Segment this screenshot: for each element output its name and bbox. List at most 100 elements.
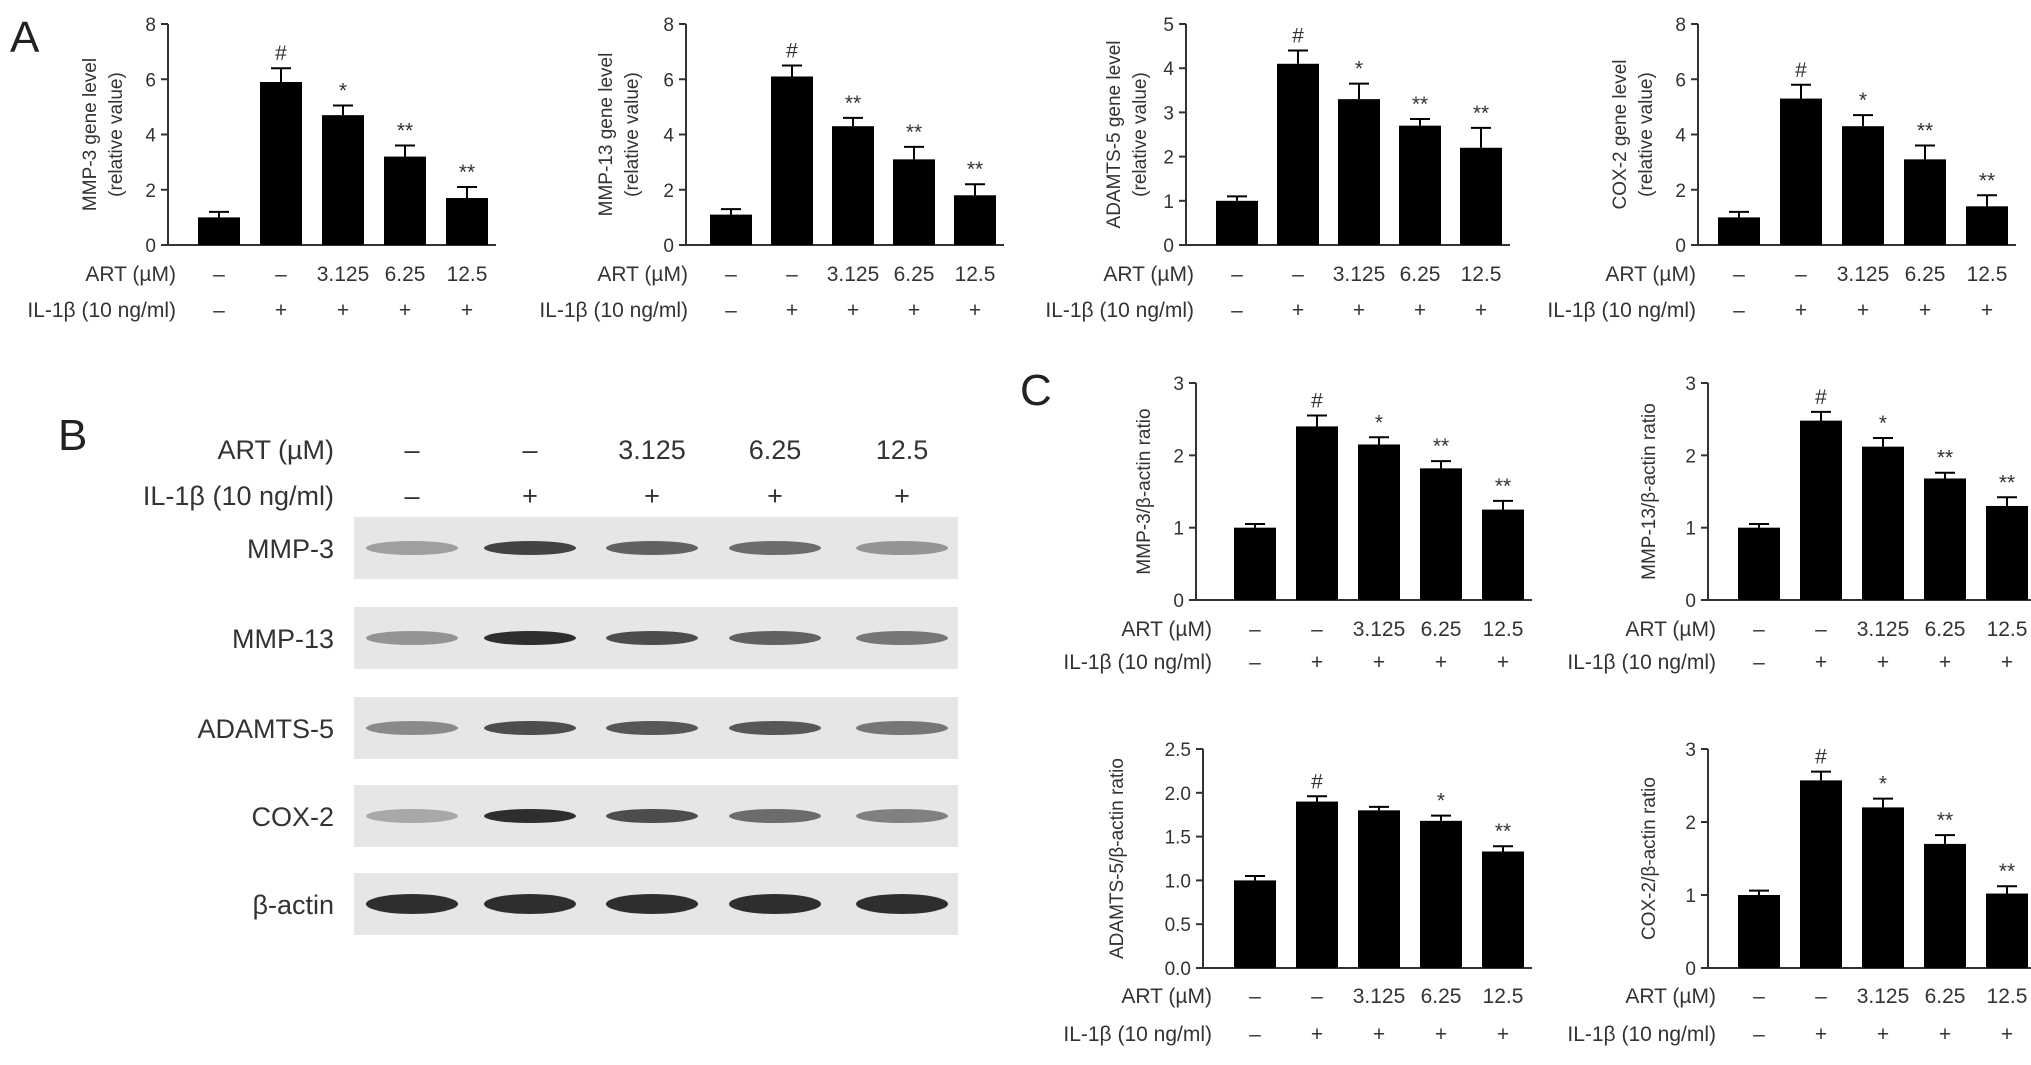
bar: [198, 217, 240, 245]
art-value-label: 6.25: [1925, 985, 1966, 1008]
art-value-label: –: [1753, 985, 1765, 1008]
il-row-label: IL-1β (10 ng/ml): [1045, 299, 1194, 322]
blot-band: [366, 541, 458, 555]
blot-row: MMP-13: [232, 607, 958, 669]
panel-letter-c: C: [1020, 366, 1052, 415]
y-tick-label: 1: [1163, 192, 1174, 213]
bar: [1780, 98, 1822, 246]
chart-7: 0.0 0.5 1.0 1.5 2.0 2.5 ADAMTS-5/β-actin ratio…: [1063, 740, 1532, 1046]
y-tick-label: 0: [663, 236, 674, 257]
chart-4: 0 2 4 6 8 COX-2 gene level (relative value) – – #…: [1547, 15, 2016, 322]
art-value-label: 6.25: [1400, 263, 1441, 286]
il-value-label: –: [213, 299, 225, 322]
blot-band: [606, 721, 698, 735]
bar: [1399, 125, 1441, 245]
art-value-label: –: [1795, 263, 1807, 286]
il-value-label: +: [1373, 1023, 1385, 1046]
art-value-label: 6.25: [1905, 263, 1946, 286]
bar: [1924, 843, 1966, 968]
blot-il-value: –: [404, 481, 419, 511]
blot-band: [606, 894, 698, 914]
significance-mark: *: [1879, 773, 1887, 796]
significance-mark: *: [339, 79, 347, 102]
significance-mark: **: [1979, 169, 1995, 192]
y-axis-label: COX-2/β-actin ratio: [1639, 777, 1660, 940]
blot-band: [366, 631, 458, 645]
y-axis-label: ADAMTS-5/β-actin ratio: [1107, 758, 1128, 959]
blot-art-value: –: [404, 435, 419, 465]
bar: [1216, 200, 1258, 245]
bar: [1358, 810, 1400, 968]
blot-row: COX-2: [251, 785, 958, 847]
y-tick-label: 0: [1685, 959, 1696, 980]
bar: [1738, 527, 1780, 600]
il-value-label: +: [1497, 651, 1509, 674]
blot-band: [366, 721, 458, 735]
significance-mark: **: [459, 161, 475, 184]
il-value-label: +: [1939, 651, 1951, 674]
bar: [1234, 880, 1276, 968]
significance-mark: **: [1917, 120, 1933, 143]
significance-mark: **: [1433, 435, 1449, 458]
y-tick-label: 2: [1173, 446, 1184, 467]
bar: [710, 214, 752, 245]
art-value-label: 6.25: [385, 263, 426, 286]
blot-band: [856, 809, 948, 823]
art-value-label: 3.125: [1857, 618, 1910, 641]
significance-mark: **: [1412, 93, 1428, 116]
art-row-label: ART (µM): [597, 263, 688, 286]
bar: [1234, 527, 1276, 600]
bar: [1420, 820, 1462, 968]
bar: [1277, 63, 1319, 245]
art-value-label: –: [1753, 618, 1765, 641]
significance-mark: **: [1937, 447, 1953, 470]
bar: [1904, 159, 1946, 245]
bar: [1842, 126, 1884, 245]
il-value-label: +: [1795, 299, 1807, 322]
il-value-label: +: [1292, 299, 1304, 322]
bar: [1296, 801, 1338, 968]
chart-6: 0 1 2 3 MMP-13/β-actin ratio – – # – + * 3.125 + ** 6.…: [1567, 374, 2031, 674]
il-row-label: IL-1β (10 ng/ml): [1567, 1023, 1716, 1046]
significance-mark: **: [906, 121, 922, 144]
blot-band: [366, 894, 458, 914]
art-row-label: ART (µM): [1103, 263, 1194, 286]
y-tick-label: 3: [1163, 103, 1174, 124]
significance-mark: *: [1879, 412, 1887, 435]
il-value-label: +: [1475, 299, 1487, 322]
art-value-label: 3.125: [1353, 985, 1406, 1008]
il-value-label: +: [1877, 651, 1889, 674]
il-value-label: +: [908, 299, 920, 322]
bar: [1482, 509, 1524, 600]
blot-band: [484, 809, 576, 823]
y-axis-label: (relative value): [1130, 72, 1151, 197]
blot-art-value: 6.25: [749, 435, 802, 465]
il-row-label: IL-1β (10 ng/ml): [1567, 651, 1716, 674]
il-value-label: +: [847, 299, 859, 322]
art-value-label: –: [1249, 985, 1261, 1008]
blot-band: [484, 541, 576, 555]
il-value-label: –: [1733, 299, 1745, 322]
significance-mark: *: [1437, 790, 1445, 813]
blot-band: [606, 541, 698, 555]
blot-il-value: +: [767, 481, 783, 511]
blot-band: [856, 894, 948, 914]
y-tick-label: 2: [1685, 446, 1696, 467]
il-value-label: –: [1231, 299, 1243, 322]
y-tick-label: 5: [1163, 15, 1174, 36]
il-value-label: +: [2001, 651, 2013, 674]
significance-mark: #: [786, 39, 798, 62]
significance-mark: #: [1311, 770, 1323, 793]
blot-band: [606, 631, 698, 645]
y-tick-label: 4: [663, 126, 674, 147]
art-value-label: 12.5: [1987, 618, 2028, 641]
art-value-label: 3.125: [1857, 985, 1910, 1008]
art-row-label: ART (µM): [85, 263, 176, 286]
bar: [1800, 420, 1842, 600]
bar: [1460, 147, 1502, 245]
significance-mark: **: [1937, 809, 1953, 832]
y-tick-label: 0: [1163, 236, 1174, 257]
y-tick-label: 6: [1675, 70, 1686, 91]
blot-row-label: MMP-3: [247, 534, 334, 564]
